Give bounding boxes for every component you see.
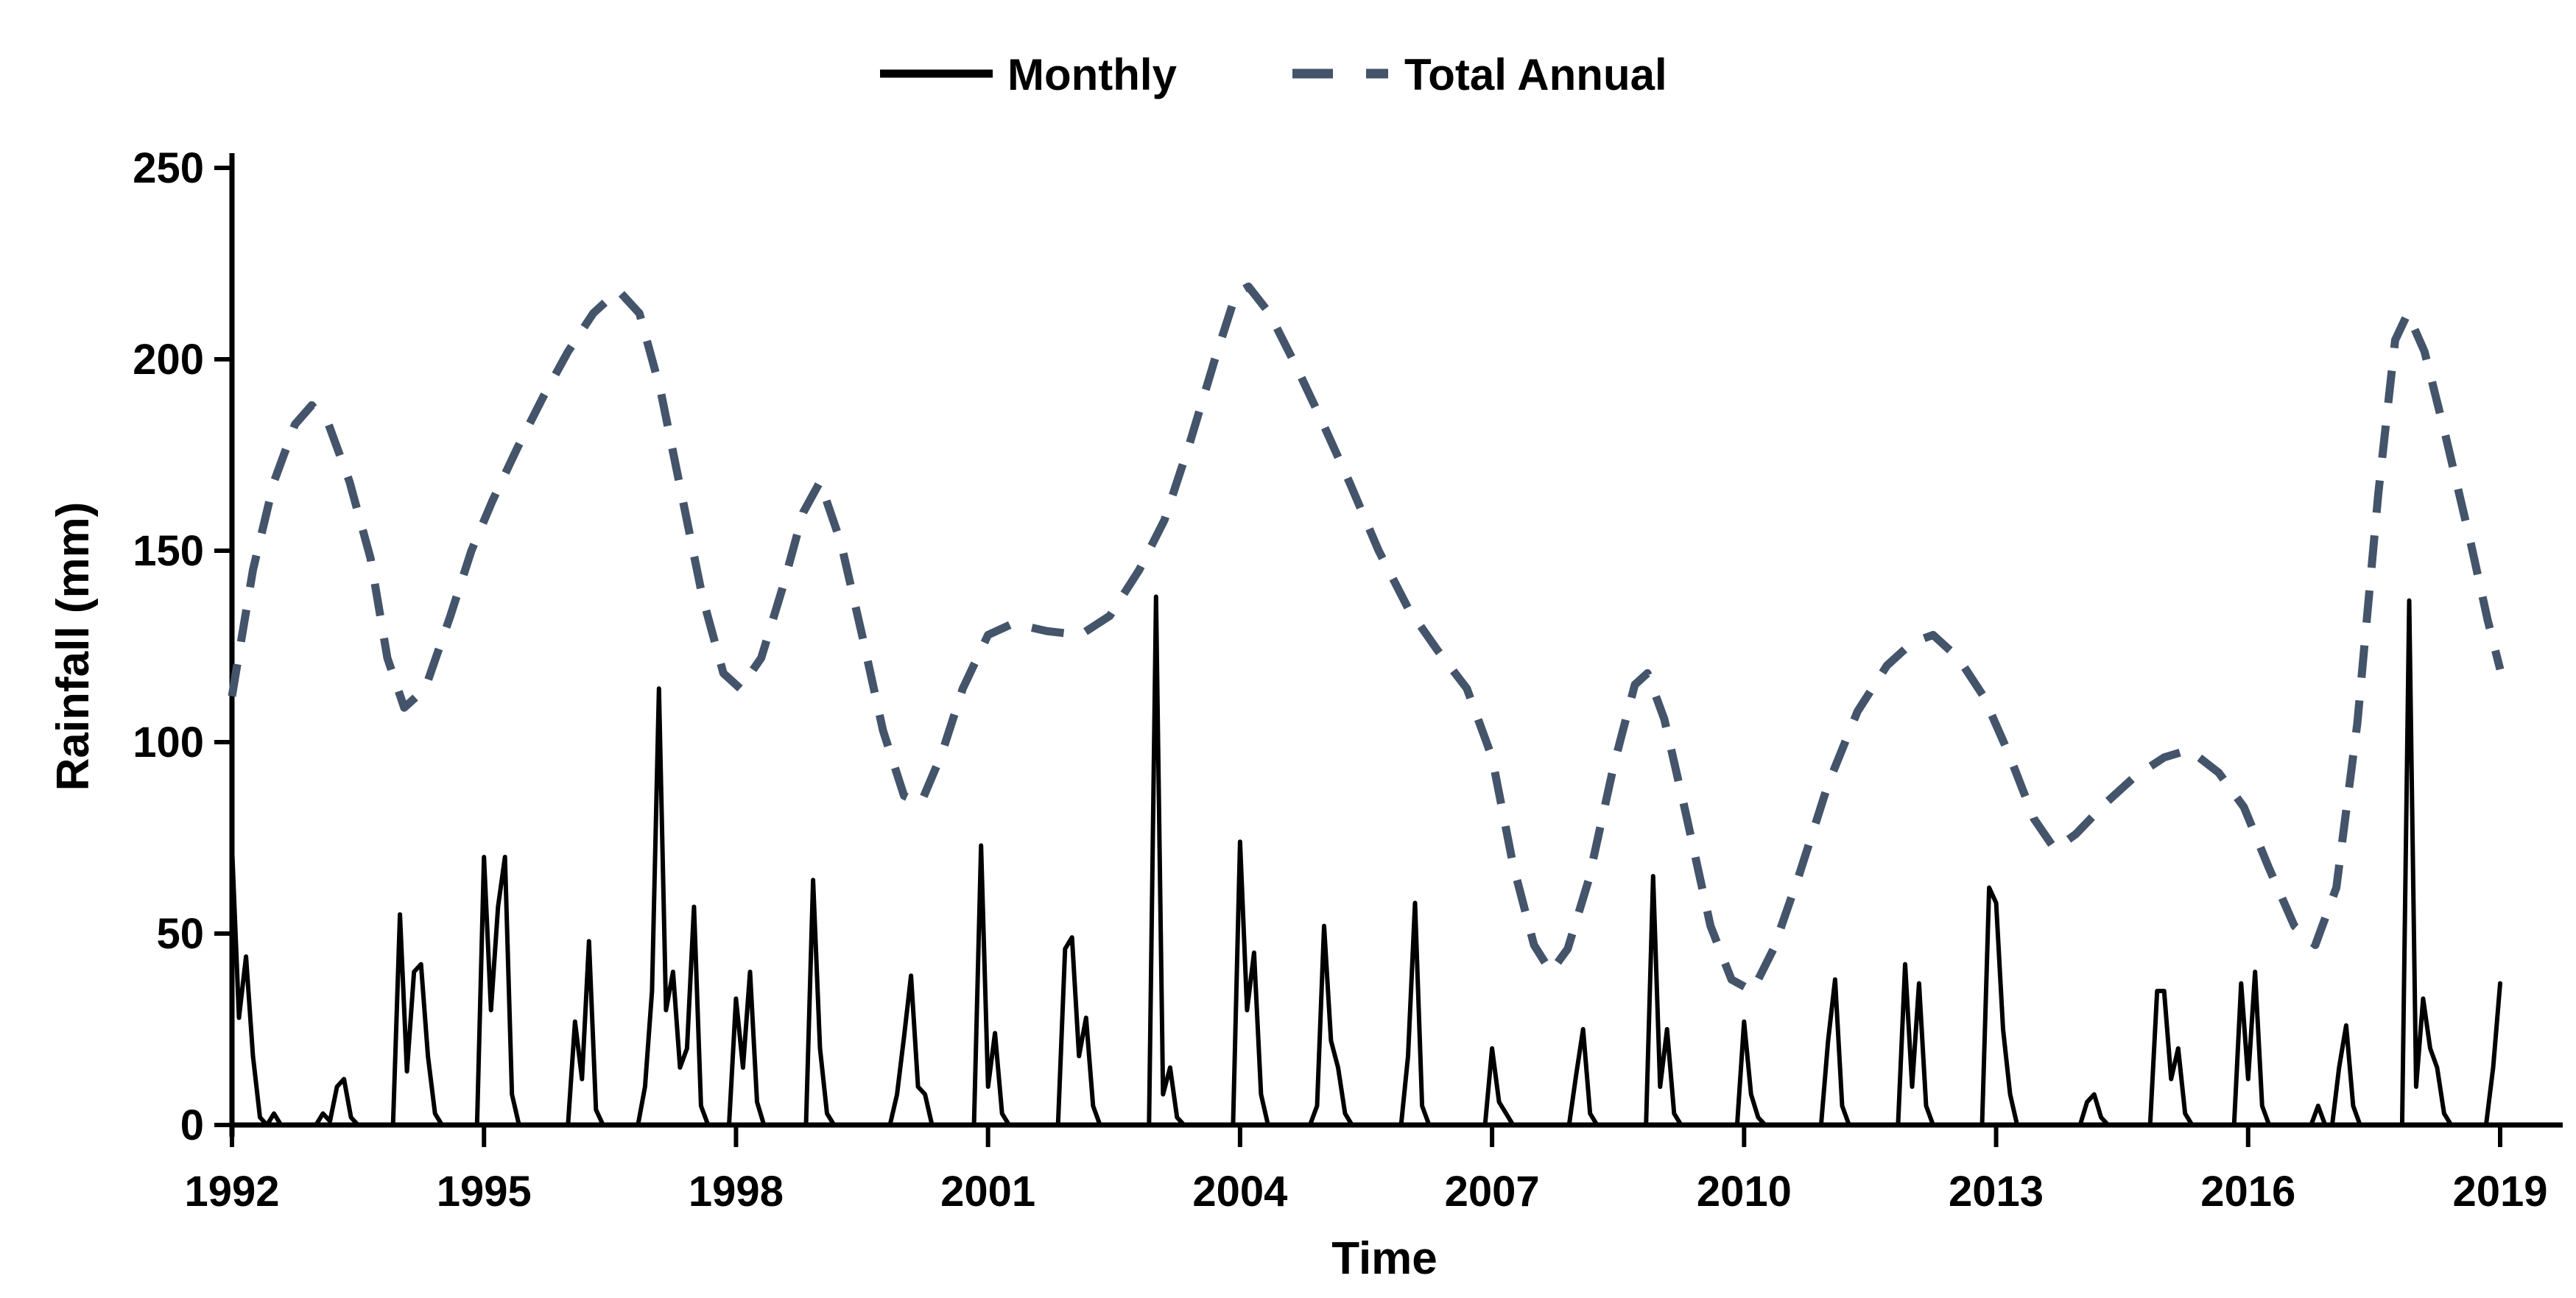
x-tick-label: 2013	[1949, 1168, 2044, 1216]
y-tick-label: 100	[133, 719, 204, 766]
total-annual-rainfall-line	[228, 282, 2505, 995]
x-tick-label: 1998	[689, 1168, 784, 1216]
x-tick-label: 2004	[1192, 1168, 1287, 1216]
y-tick-label: 50	[156, 910, 204, 958]
y-tick-label: 200	[133, 336, 204, 384]
x-tick-label: 1995	[437, 1168, 532, 1216]
monthly-rainfall-line	[230, 594, 2502, 1127]
x-tick-label: 2007	[1445, 1168, 1540, 1216]
y-tick-label: 250	[133, 144, 204, 192]
y-tick-label: 150	[133, 527, 204, 575]
x-tick-label: 2001	[940, 1168, 1035, 1216]
x-tick-label: 2019	[2452, 1168, 2547, 1216]
y-axis-title: Rainfall (mm)	[48, 502, 99, 791]
plot-area: 0 50 100 150 200 250 1992 1995 1998 2001 2004 2007 2…	[133, 144, 2563, 1216]
y-tick-label: 0	[180, 1101, 204, 1149]
legend-monthly-label: Monthly	[1007, 50, 1178, 99]
x-tick-label: 2016	[2200, 1168, 2295, 1216]
legend-annual-label: Total Annual	[1404, 50, 1667, 99]
chart-legend: Monthly Total Annual	[880, 50, 1667, 99]
x-axis-title: Time	[1331, 1233, 1437, 1284]
x-tick-label: 1992	[184, 1168, 279, 1216]
x-tick-label: 2010	[1697, 1168, 1792, 1216]
